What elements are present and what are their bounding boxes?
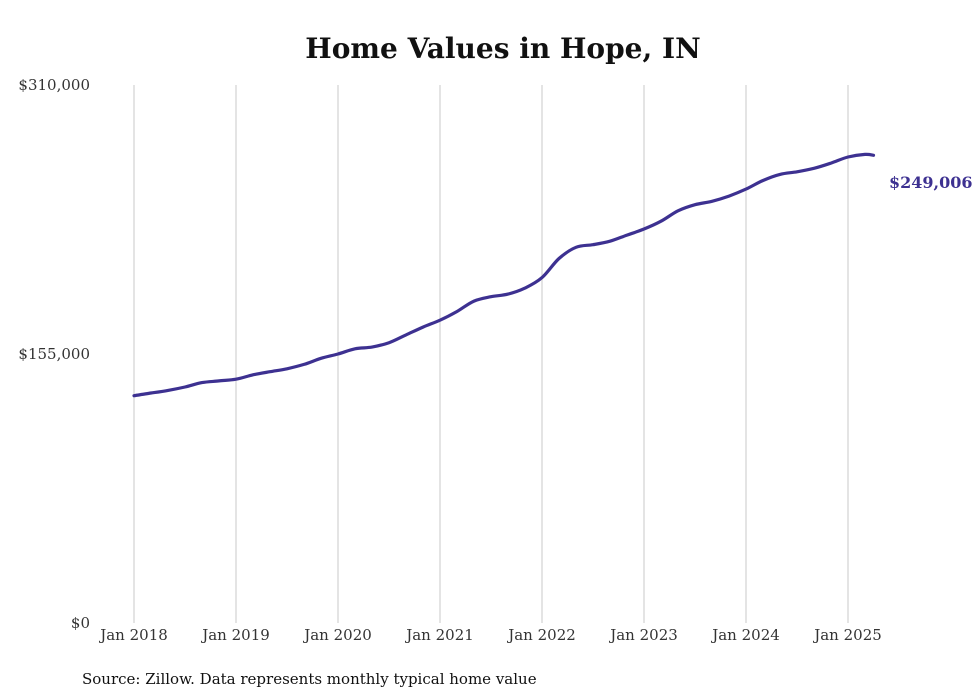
source-note: Source: Zillow. Data represents monthly … bbox=[82, 670, 537, 688]
x-tick-label: Jan 2025 bbox=[812, 626, 882, 644]
x-tick-label: Jan 2024 bbox=[710, 626, 780, 644]
x-tick-label: Jan 2022 bbox=[506, 626, 576, 644]
y-tick-label: $155,000 bbox=[18, 345, 90, 363]
y-tick-label: $310,000 bbox=[18, 76, 90, 94]
x-gridlines bbox=[133, 85, 849, 623]
x-tick-label: Jan 2018 bbox=[98, 626, 168, 644]
x-axis-ticks: Jan 2018 Jan 2019 Jan 2020 Jan 2021 Jan 2022… bbox=[98, 626, 882, 644]
x-tick-label: Jan 2019 bbox=[200, 626, 270, 644]
latest-value-label: $249,006 bbox=[889, 173, 973, 192]
home-value-line bbox=[132, 152, 876, 398]
y-tick-label: $0 bbox=[71, 614, 90, 632]
x-tick-label: Jan 2023 bbox=[608, 626, 678, 644]
y-axis-ticks: $0 $155,000 $310,000 bbox=[18, 76, 90, 632]
x-tick-label: Jan 2021 bbox=[404, 626, 474, 644]
chart-title: Home Values in Hope, IN bbox=[305, 32, 700, 65]
x-tick-label: Jan 2020 bbox=[302, 626, 372, 644]
